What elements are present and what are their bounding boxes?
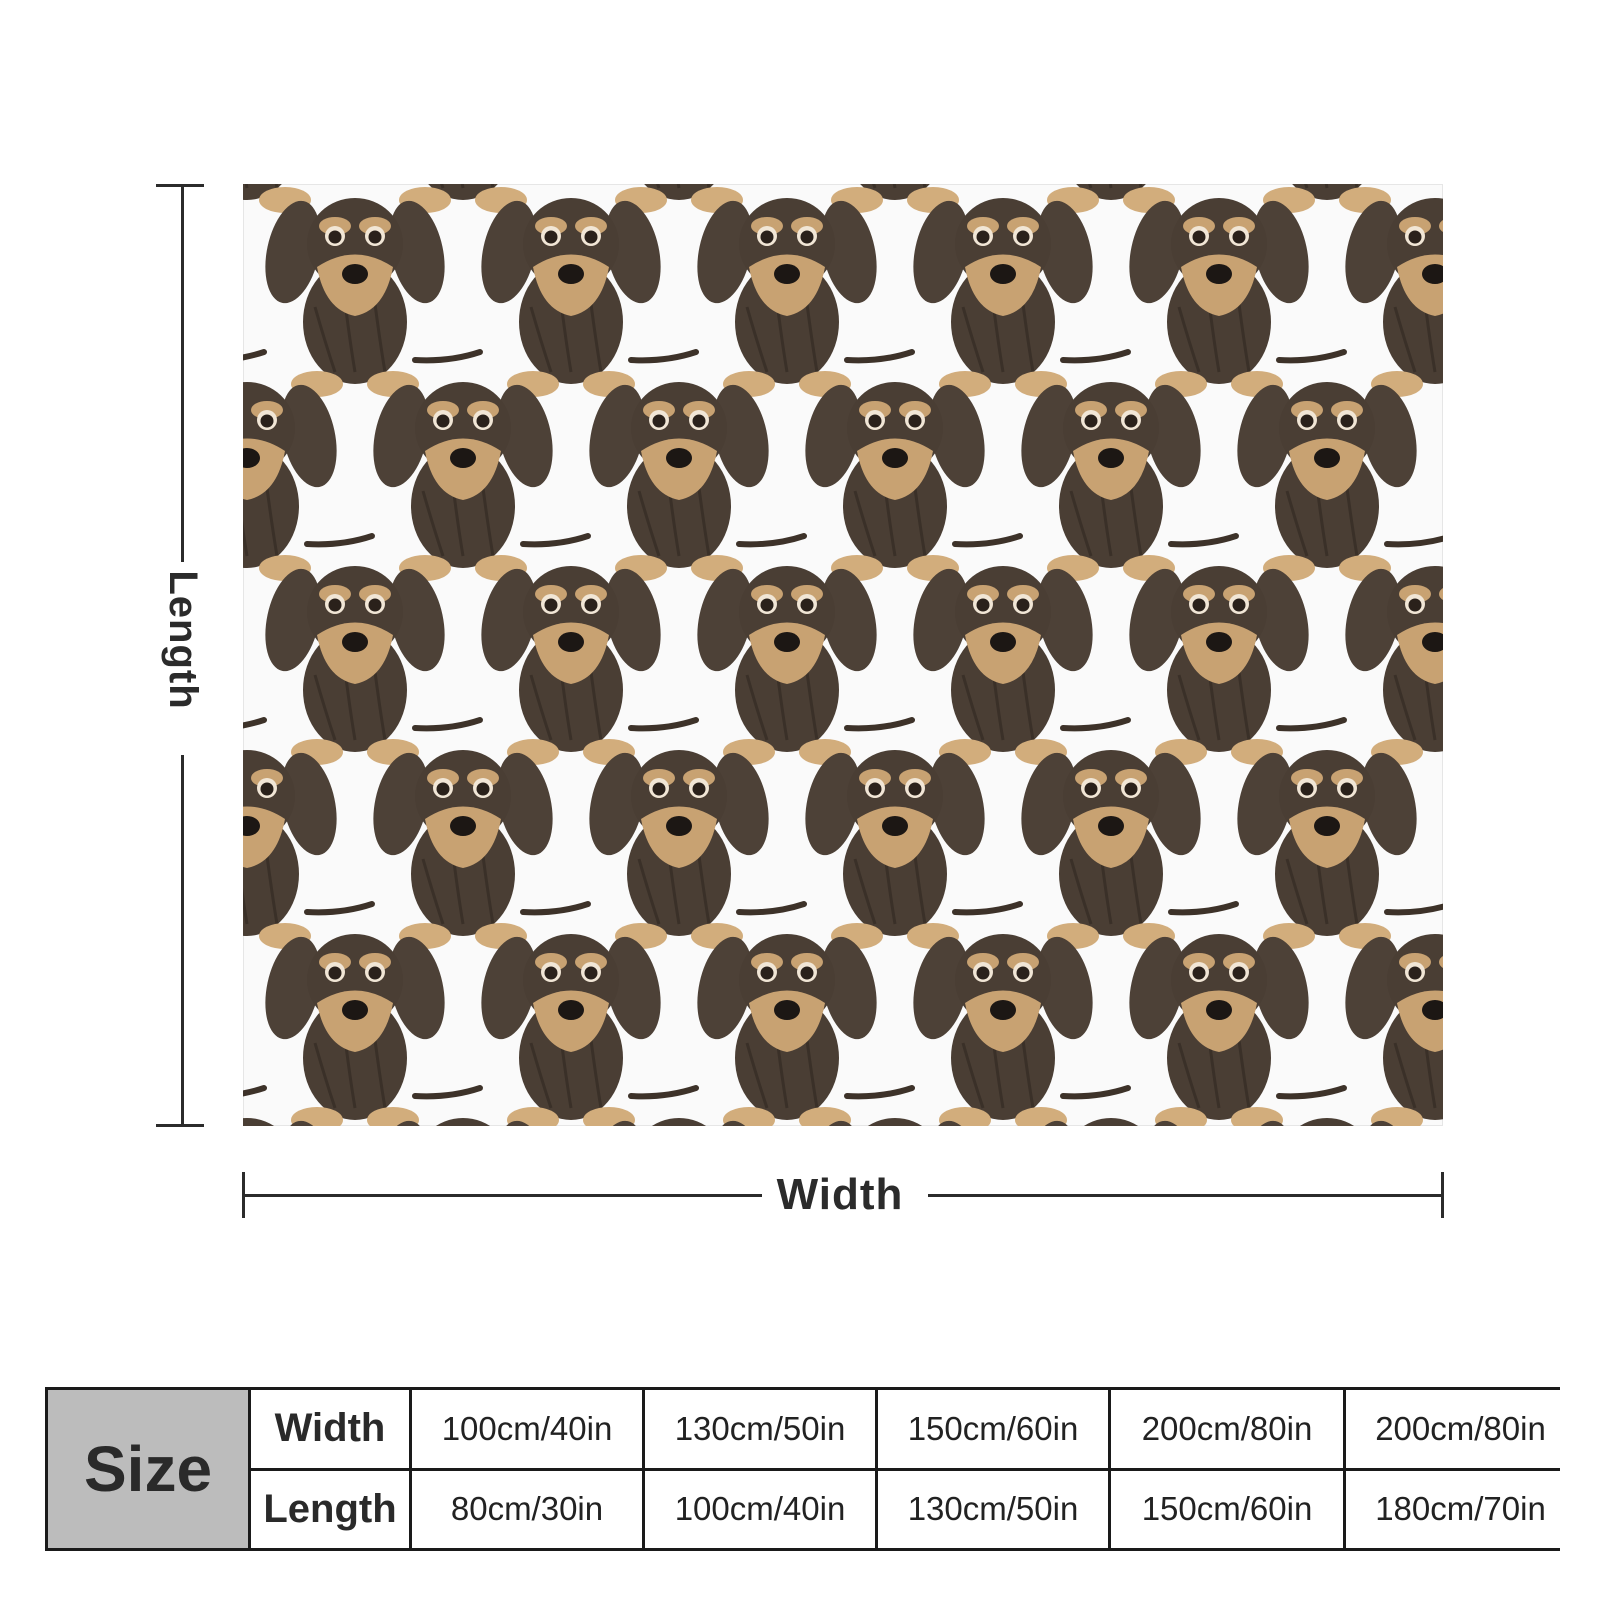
dachshund-puppy-icon (257, 196, 480, 397)
dachshund-puppy-icon (689, 932, 912, 1126)
dachshund-puppy-icon (365, 748, 588, 949)
width-value: 130cm/50in (645, 1390, 875, 1468)
dachshund-puppy-icon (365, 380, 588, 581)
dachshund-puppy-icon (905, 196, 1128, 397)
width-line-left (242, 1194, 762, 1197)
dachshund-puppy-icon (1121, 564, 1344, 765)
dachshund-puppy-icon (797, 748, 1020, 949)
dachshund-puppy-icon (581, 380, 804, 581)
length-value: 100cm/40in (645, 1470, 875, 1548)
size-table: Size Width 100cm/40in 130cm/50in 150cm/6… (45, 1387, 1575, 1551)
length-value: 80cm/30in (412, 1470, 642, 1548)
dachshund-puppy-icon (473, 932, 696, 1126)
row-header-width: Width (251, 1390, 409, 1468)
length-line-lower (181, 755, 184, 1126)
dachshund-puppy-icon (905, 932, 1128, 1126)
dachshund-puppy-icon (1121, 932, 1344, 1126)
width-value: 200cm/80in (1111, 1390, 1343, 1468)
dachshund-puppy-icon (1229, 748, 1443, 949)
dachshund-puppy-icon (243, 564, 264, 765)
width-value: 200cm/80in (1346, 1390, 1575, 1468)
width-line-right (928, 1194, 1444, 1197)
dachshund-puppy-icon (473, 564, 696, 765)
dachshund-puppy-icon (689, 564, 912, 765)
length-cap-top (156, 184, 204, 187)
dachshund-puppy-icon (797, 380, 1020, 581)
dachshund-puppy-icon (473, 196, 696, 397)
dachshund-puppy-icon (1121, 196, 1344, 397)
width-cap-right (1441, 1172, 1444, 1218)
size-title: Size (48, 1390, 248, 1548)
dachshund-puppy-icon (243, 380, 372, 581)
dachshund-puppy-icon (689, 196, 912, 397)
width-value: 100cm/40in (412, 1390, 642, 1468)
length-value: 150cm/60in (1111, 1470, 1343, 1548)
dachshund-puppy-icon (257, 932, 480, 1126)
dachshund-puppy-icon (1013, 748, 1236, 949)
width-value: 150cm/60in (878, 1390, 1108, 1468)
row-header-length: Length (251, 1470, 409, 1548)
length-value: 130cm/50in (878, 1470, 1108, 1548)
dachshund-puppy-icon (1337, 196, 1443, 397)
dachshund-puppy-icon (1337, 932, 1443, 1126)
dachshund-puppy-icon (243, 748, 372, 949)
dachshund-puppy-icon (243, 932, 264, 1126)
dachshund-pattern (243, 184, 1443, 1126)
length-line-upper (181, 184, 184, 562)
blanket-preview (243, 184, 1443, 1126)
length-label: Length (161, 570, 206, 710)
dachshund-puppy-icon (1337, 564, 1443, 765)
length-value: 180cm/70in (1346, 1470, 1575, 1548)
dachshund-puppy-icon (1229, 380, 1443, 581)
dachshund-puppy-icon (1013, 380, 1236, 581)
length-cap-bottom (156, 1124, 204, 1127)
width-label: Width (776, 1170, 904, 1219)
dachshund-puppy-icon (257, 564, 480, 765)
dachshund-puppy-icon (581, 748, 804, 949)
dachshund-puppy-icon (905, 564, 1128, 765)
dachshund-puppy-icon (243, 196, 264, 397)
